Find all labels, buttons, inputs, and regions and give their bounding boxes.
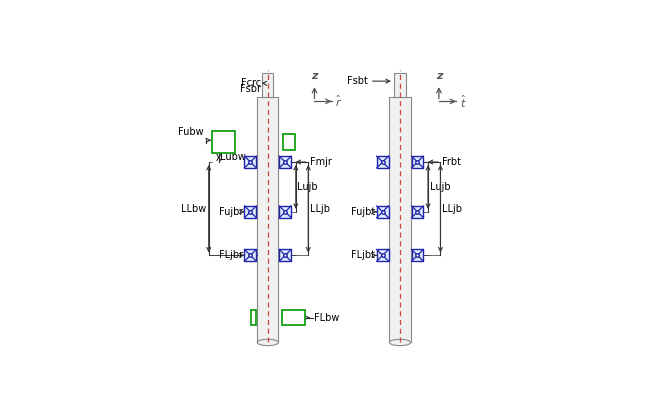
Text: Fsbt: Fsbt — [347, 76, 368, 86]
Text: FLjbt: FLjbt — [351, 250, 375, 260]
Bar — [245, 206, 256, 218]
Text: Fujbt: Fujbt — [351, 207, 375, 217]
Bar — [280, 156, 291, 168]
Bar — [262, 74, 274, 97]
Bar — [283, 310, 305, 325]
Text: z: z — [435, 71, 442, 80]
Bar — [283, 134, 295, 149]
Bar — [377, 249, 388, 261]
Ellipse shape — [389, 339, 411, 346]
Text: z: z — [311, 71, 318, 80]
Text: LLbw: LLbw — [181, 204, 206, 214]
Bar — [212, 131, 235, 153]
Text: FLbw: FLbw — [314, 313, 339, 322]
Text: Fmjr: Fmjr — [310, 157, 332, 167]
Bar — [245, 249, 256, 261]
Bar — [411, 249, 423, 261]
Text: Fcrc: Fcrc — [241, 78, 261, 88]
Bar — [411, 206, 423, 218]
Bar — [245, 156, 256, 168]
Bar — [389, 97, 411, 343]
Text: $\hat{t}$: $\hat{t}$ — [460, 93, 466, 109]
Text: Lujb: Lujb — [298, 182, 318, 192]
Bar — [411, 156, 423, 168]
Text: Fujbr: Fujbr — [219, 207, 243, 217]
Text: Fubw: Fubw — [179, 126, 204, 137]
Bar — [250, 310, 256, 325]
Text: Frbt: Frbt — [442, 157, 461, 167]
Text: LLjb: LLjb — [442, 204, 462, 214]
Bar — [395, 74, 406, 97]
Bar — [280, 249, 291, 261]
Bar — [258, 97, 278, 343]
Text: FLjbr: FLjbr — [219, 250, 243, 260]
Text: Lujb: Lujb — [430, 182, 450, 192]
Bar — [377, 156, 388, 168]
Text: LLjb: LLjb — [310, 204, 330, 214]
Bar — [377, 206, 388, 218]
Text: Fsbr: Fsbr — [239, 84, 261, 94]
Text: $\hat{r}$: $\hat{r}$ — [335, 94, 342, 109]
Bar — [280, 206, 291, 218]
Text: Lubw: Lubw — [221, 152, 247, 162]
Ellipse shape — [258, 339, 278, 346]
